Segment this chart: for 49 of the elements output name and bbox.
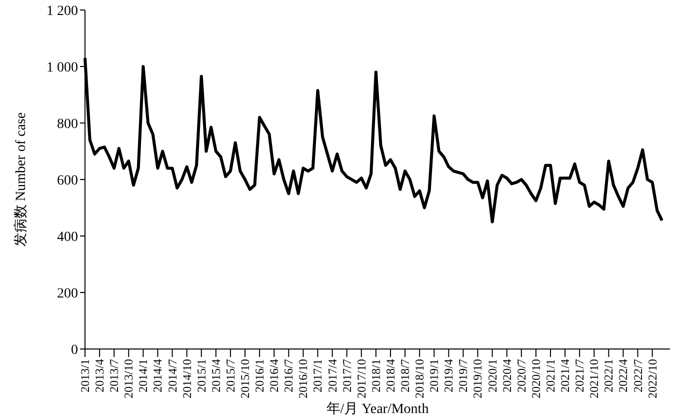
y-tick-label: 800	[57, 116, 78, 132]
x-tick-label: 2016/1	[252, 359, 267, 392]
x-tick-label: 2016/4	[267, 359, 282, 392]
x-tick-label: 2019/10	[470, 359, 485, 398]
x-tick-label: 2019/1	[427, 359, 442, 392]
x-tick-label: 2015/1	[194, 359, 208, 392]
y-tick-label: 400	[57, 230, 78, 245]
x-tick-label: 2022/7	[630, 359, 645, 392]
y-tick-label: 1 200	[46, 4, 78, 19]
x-axis-title: 年/月 Year/Month	[326, 401, 429, 417]
x-tick-label: 2022/10	[645, 359, 660, 398]
x-tick-label: 2016/7	[282, 359, 296, 392]
y-axis-title: 发病数 Number of case	[12, 112, 29, 247]
x-tick-label: 2020/7	[514, 359, 528, 392]
x-tick-label: 2019/7	[456, 359, 470, 392]
x-tick-label: 2013/1	[78, 359, 92, 392]
x-tick-label: 2014/4	[150, 359, 165, 392]
x-tick-label: 2017/10	[354, 359, 368, 398]
x-tick-label: 2014/7	[165, 359, 180, 392]
x-tick-label: 2016/10	[296, 359, 310, 398]
x-tick-label: 2014/1	[136, 359, 150, 392]
x-tick-label: 2015/4	[208, 359, 223, 392]
x-tick-label: 2018/4	[383, 359, 398, 392]
x-tick-label: 2018/7	[398, 359, 412, 392]
x-tick-label: 2017/7	[340, 359, 354, 392]
x-tick-label: 2015/7	[223, 359, 238, 392]
x-tick-label: 2019/4	[442, 359, 456, 392]
y-tick-label: 600	[57, 173, 78, 188]
x-tick-label: 2021/10	[587, 359, 602, 398]
x-tick-label: 2013/7	[107, 359, 122, 392]
x-tick-label: 2017/1	[310, 359, 325, 392]
y-tick-label: 200	[57, 286, 78, 302]
y-tick-label: 1 000	[46, 60, 78, 76]
x-tick-label: 2020/1	[485, 359, 500, 392]
x-tick-label: 2015/10	[238, 359, 252, 398]
x-tick-label: 2013/10	[122, 359, 136, 398]
x-tick-label: 2013/4	[92, 359, 107, 392]
x-tick-label: 2022/4	[616, 359, 630, 392]
x-tick-label: 2017/4	[325, 359, 340, 392]
x-tick-label: 2018/1	[368, 359, 383, 392]
x-tick-label: 2021/4	[558, 359, 572, 392]
x-tick-label: 2018/10	[412, 359, 427, 398]
x-tick-label: 2014/10	[180, 359, 194, 398]
x-tick-label: 2021/1	[543, 359, 558, 392]
y-tick-label: 0	[71, 342, 78, 358]
x-tick-label: 2020/4	[500, 359, 514, 392]
x-tick-label: 2021/7	[572, 359, 587, 392]
x-tick-label: 2020/10	[528, 359, 543, 398]
x-tick-label: 2022/1	[602, 359, 616, 392]
